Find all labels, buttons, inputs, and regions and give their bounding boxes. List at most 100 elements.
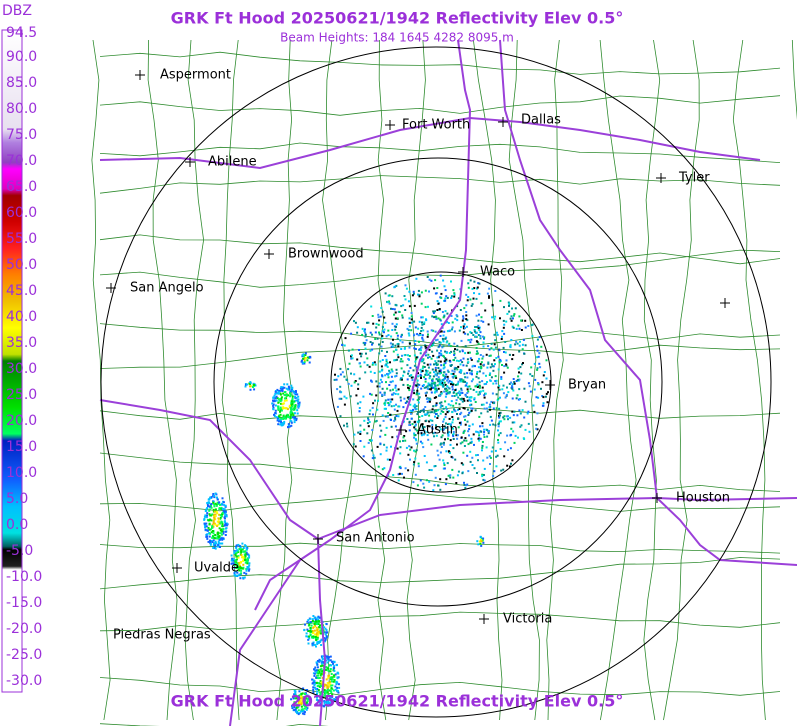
echo bbox=[410, 329, 413, 332]
echo bbox=[460, 369, 463, 372]
echo bbox=[337, 689, 339, 692]
echo bbox=[484, 392, 487, 395]
echo bbox=[352, 443, 355, 446]
echo bbox=[511, 421, 514, 424]
echo bbox=[480, 365, 482, 368]
echo bbox=[317, 674, 320, 677]
county-lines bbox=[91, 39, 797, 726]
echo bbox=[489, 354, 492, 357]
echo bbox=[417, 289, 420, 292]
echo bbox=[428, 348, 431, 351]
echo bbox=[315, 626, 318, 629]
echo bbox=[221, 542, 224, 545]
echo bbox=[279, 393, 282, 396]
echo bbox=[438, 341, 441, 344]
echo bbox=[480, 539, 483, 542]
echo bbox=[504, 441, 507, 444]
echo bbox=[330, 695, 333, 698]
echo bbox=[471, 287, 474, 290]
echo bbox=[460, 421, 462, 424]
echo bbox=[442, 428, 444, 431]
echo bbox=[442, 279, 445, 282]
echo bbox=[403, 295, 406, 297]
echo bbox=[502, 384, 505, 387]
echo bbox=[294, 692, 297, 695]
echo bbox=[219, 514, 222, 517]
echo bbox=[488, 374, 491, 376]
echo bbox=[445, 390, 448, 393]
echo bbox=[448, 380, 451, 383]
echo bbox=[536, 368, 539, 371]
highway bbox=[317, 538, 327, 726]
echo bbox=[511, 410, 514, 413]
echo bbox=[498, 384, 501, 387]
echo bbox=[284, 417, 287, 420]
echo bbox=[512, 414, 515, 417]
echo bbox=[445, 341, 448, 344]
echo bbox=[477, 342, 480, 345]
echo bbox=[293, 412, 296, 415]
echo bbox=[317, 633, 320, 636]
echo bbox=[473, 443, 475, 446]
echo bbox=[408, 346, 411, 349]
echo bbox=[364, 335, 367, 338]
echo bbox=[214, 534, 217, 536]
echo bbox=[213, 516, 216, 519]
echo bbox=[289, 425, 292, 428]
echo bbox=[416, 420, 419, 423]
echo bbox=[418, 320, 421, 323]
city-label: Piedras Negras bbox=[113, 628, 211, 643]
echo bbox=[427, 366, 430, 369]
echo bbox=[287, 423, 290, 426]
echo bbox=[519, 425, 522, 428]
echo bbox=[472, 334, 475, 336]
echo bbox=[496, 454, 499, 457]
echo bbox=[480, 537, 483, 540]
echo bbox=[467, 286, 470, 289]
echo bbox=[362, 395, 365, 398]
echo bbox=[354, 445, 357, 448]
echo bbox=[508, 382, 511, 385]
echo bbox=[482, 474, 485, 476]
echo bbox=[222, 507, 225, 510]
echo bbox=[433, 465, 436, 468]
echo bbox=[458, 403, 461, 406]
echo bbox=[325, 704, 328, 706]
echo bbox=[297, 402, 300, 405]
echo bbox=[311, 629, 314, 632]
legend-label: -25.0 bbox=[6, 647, 42, 663]
echo bbox=[306, 635, 309, 638]
echo bbox=[216, 524, 219, 527]
echo bbox=[235, 552, 238, 555]
echo bbox=[386, 365, 389, 368]
echo bbox=[215, 504, 218, 507]
echo bbox=[230, 559, 233, 562]
echo bbox=[438, 308, 441, 310]
city-label: San Antonio bbox=[336, 531, 415, 546]
echo bbox=[324, 700, 327, 703]
echo bbox=[440, 349, 442, 352]
echo bbox=[334, 373, 336, 376]
echo bbox=[308, 361, 311, 364]
echo bbox=[480, 316, 483, 319]
echo bbox=[313, 672, 316, 675]
echo bbox=[503, 323, 506, 326]
echo bbox=[395, 389, 398, 392]
echo bbox=[430, 329, 433, 332]
echo bbox=[478, 434, 481, 437]
echo bbox=[408, 389, 411, 392]
echo bbox=[414, 405, 417, 408]
echo bbox=[424, 344, 427, 347]
echo bbox=[206, 537, 209, 540]
echo bbox=[481, 422, 484, 425]
echo bbox=[366, 422, 369, 425]
echo bbox=[308, 356, 311, 358]
echo bbox=[372, 402, 375, 405]
echo bbox=[304, 699, 307, 702]
echo bbox=[393, 359, 396, 362]
echo bbox=[321, 704, 324, 707]
echo bbox=[320, 638, 323, 641]
echo bbox=[502, 326, 505, 329]
echo bbox=[385, 426, 388, 429]
echo bbox=[391, 393, 394, 396]
